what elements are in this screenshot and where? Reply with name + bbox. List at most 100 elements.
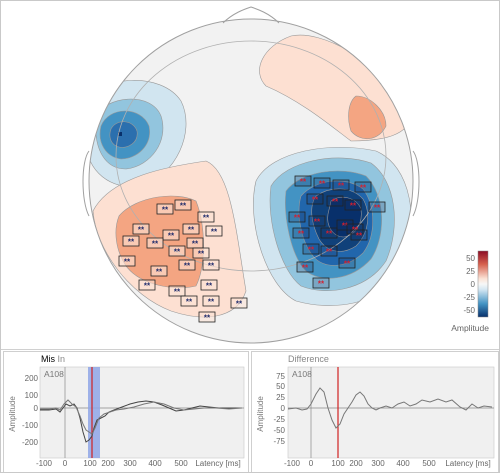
electrode-marker[interactable]: [182, 223, 200, 235]
selected-latency-window[interactable]: [88, 367, 100, 458]
electrode-marker[interactable]: [332, 179, 350, 191]
waveform-panel-difference[interactable]: 75 50 25 0 -25 -50 -75 -100 0 100 200 30…: [251, 351, 499, 472]
electrode-marker[interactable]: [156, 203, 174, 215]
colorbar-tick: -25: [463, 293, 475, 302]
electrode-marker-label: **: [338, 182, 345, 191]
electrode-marker[interactable]: [138, 279, 156, 291]
electrode-marker[interactable]: [192, 247, 210, 259]
electrode-marker[interactable]: [197, 211, 215, 223]
y-tick: -50: [273, 426, 285, 435]
electrode-marker[interactable]: [294, 175, 312, 187]
channel-label: A108: [44, 369, 64, 379]
y-tick: 75: [276, 372, 285, 381]
electrode-marker-label: **: [360, 184, 367, 193]
colorbar-tick: 50: [466, 254, 475, 263]
colorbar-label: Amplitude: [451, 323, 489, 333]
electrode-marker[interactable]: [202, 295, 220, 307]
panel-title: Difference: [288, 354, 329, 364]
y-tick: 0: [34, 404, 39, 413]
electrode-marker[interactable]: [336, 219, 354, 231]
x-tick: 100: [331, 459, 345, 468]
electrode-marker-label: **: [152, 240, 159, 249]
electrode-marker-label: **: [319, 180, 326, 189]
electrode-marker[interactable]: [350, 229, 368, 241]
electrode-marker[interactable]: [202, 259, 220, 271]
electrode-marker[interactable]: [180, 295, 198, 307]
electrode-marker-label: **: [208, 262, 215, 271]
x-tick: -100: [284, 459, 301, 468]
electrode-marker[interactable]: [200, 279, 218, 291]
electrode-marker[interactable]: [292, 227, 310, 239]
electrode-marker[interactable]: [320, 245, 338, 257]
right-ear-outline: [412, 150, 420, 217]
electrode-marker[interactable]: [338, 257, 356, 269]
electrode-marker-label: **: [298, 230, 305, 239]
waveform-panel-conditions[interactable]: 200 100 0 -100 -200 -100 0 100 200 300 4…: [3, 351, 249, 472]
electrode-marker-label: **: [144, 282, 151, 291]
electrode-marker[interactable]: [313, 177, 331, 189]
waveform-plot-difference[interactable]: 75 50 25 0 -25 -50 -75 -100 0 100 200 30…: [252, 352, 498, 472]
x-tick: 200: [101, 459, 115, 468]
electrode-marker-label: **: [192, 240, 199, 249]
condition-label-main: Mis: [41, 354, 55, 364]
electrode-marker-label: **: [174, 248, 181, 257]
electrode-marker-label: **: [326, 248, 333, 257]
electrode-marker-label: **: [350, 202, 357, 211]
electrode-marker[interactable]: [368, 201, 386, 213]
electrode-marker[interactable]: [150, 265, 168, 277]
x-tick: 100: [83, 459, 97, 468]
electrode-marker[interactable]: [346, 223, 364, 235]
electrode-marker[interactable]: [312, 277, 330, 289]
y-tick: 0: [281, 404, 286, 413]
panel-title: Mis In: [41, 354, 65, 364]
electrode-marker-label: **: [326, 230, 333, 239]
electrode-marker[interactable]: [146, 237, 164, 249]
electrode-marker-label: **: [302, 264, 309, 273]
electrode-marker[interactable]: [230, 297, 248, 309]
x-axis-label: Latency [ms]: [195, 459, 240, 468]
electrode-marker[interactable]: [132, 223, 150, 235]
condition-label-sub: In: [57, 354, 66, 364]
electrode-marker[interactable]: [168, 285, 186, 297]
colorbar-tick: 0: [471, 280, 476, 289]
electrode-marker[interactable]: [320, 227, 338, 239]
electrode-marker[interactable]: [174, 199, 192, 211]
difference-label: Difference: [288, 354, 329, 364]
electrode-marker[interactable]: [198, 311, 216, 323]
x-tick: 400: [148, 459, 162, 468]
electrode-marker[interactable]: [306, 193, 324, 205]
electrode-marker[interactable]: [344, 199, 362, 211]
y-tick: -100: [22, 421, 39, 430]
colorbar-gradient: [477, 250, 489, 318]
electrode-marker[interactable]: [178, 259, 196, 271]
x-tick: 200: [349, 459, 363, 468]
electrode-marker[interactable]: [122, 235, 140, 247]
left-ear-outline: [82, 150, 90, 217]
electrode-marker-label: **: [186, 298, 193, 307]
electrode-marker-label: **: [168, 232, 175, 241]
electrode-marker-label: **: [188, 226, 195, 235]
electrode-marker[interactable]: [288, 211, 306, 223]
electrode-marker-label: **: [312, 196, 319, 205]
electrode-marker[interactable]: [326, 195, 344, 207]
electrode-marker[interactable]: [118, 255, 136, 267]
electrode-marker[interactable]: [296, 261, 314, 273]
electrode-marker[interactable]: [205, 225, 223, 237]
electrode-marker-label: **: [198, 250, 205, 259]
electrode-marker-label: **: [344, 260, 351, 269]
electrode-marker[interactable]: [302, 243, 320, 255]
topomap[interactable]: ******** ** ******** **** ******** **********…: [1, 1, 499, 349]
electrode-marker[interactable]: [168, 245, 186, 257]
waveform-plot-conditions[interactable]: 200 100 0 -100 -200 -100 0 100 200 300 4…: [4, 352, 248, 472]
electrode-marker-label: **: [332, 198, 339, 207]
electrode-marker-label: **: [211, 228, 218, 237]
significance-markers-right: ** ** ** **** ** ** **** ** ** ****** **** ********: [288, 175, 386, 289]
electrode-marker[interactable]: [308, 215, 326, 227]
topography-panel: ** ** ** ** ** ** ** ** ** ** ** ** ** ** ** ** ** ** ** **…: [1, 1, 499, 349]
colorbar: 50 25 0 -25 -50 Amplitude: [451, 250, 489, 333]
electrode-marker-label: **: [342, 222, 349, 231]
electrode-marker-label: **: [206, 282, 213, 291]
electrode-marker-label: **: [180, 202, 187, 211]
electrode-marker[interactable]: [162, 229, 180, 241]
electrode-marker[interactable]: [354, 181, 372, 193]
